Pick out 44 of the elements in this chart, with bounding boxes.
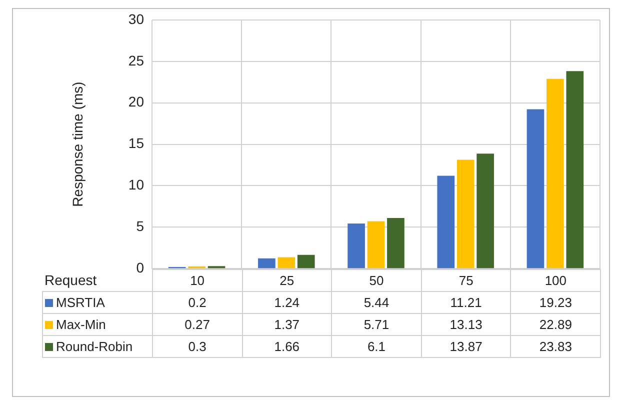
data-label: 11.21 — [421, 291, 511, 314]
legend-label: Round-Robin — [42, 335, 152, 358]
legend-label: MSRTIA — [42, 291, 152, 314]
bar — [278, 257, 296, 268]
bar — [566, 71, 584, 268]
bar — [348, 224, 365, 268]
bar — [297, 254, 315, 268]
bar — [367, 221, 385, 268]
data-label: 5.71 — [332, 313, 422, 336]
x-tick-label: 75 — [421, 269, 511, 292]
y-tick-label: 20 — [128, 94, 144, 110]
bar — [437, 176, 455, 268]
x-axis-title: Request — [44, 272, 97, 288]
x-tick-label: 10 — [152, 269, 242, 292]
data-label: 6.1 — [332, 335, 422, 358]
bar — [387, 218, 404, 268]
bar — [526, 109, 544, 268]
x-tick-label: 100 — [510, 269, 600, 292]
bar — [258, 258, 276, 268]
data-label: 0.3 — [152, 335, 242, 358]
y-tick-label: 0 — [136, 259, 144, 276]
data-label: 19.23 — [510, 291, 600, 314]
x-tick-label: 50 — [332, 269, 422, 292]
data-label: 22.89 — [510, 313, 600, 336]
y-tick-label: 10 — [128, 176, 144, 193]
data-label: 0.27 — [152, 313, 242, 336]
bar — [456, 160, 474, 268]
data-label: 23.83 — [510, 335, 600, 358]
data-label: 1.37 — [242, 313, 332, 336]
data-label: 5.44 — [332, 291, 422, 314]
data-label: 1.24 — [242, 291, 332, 314]
y-axis-title: Response time (ms) — [69, 82, 86, 207]
legend-label: Max-Min — [42, 313, 152, 336]
data-label: 1.66 — [242, 335, 332, 358]
y-tick-label: 30 — [128, 10, 144, 27]
y-tick-label: 15 — [128, 135, 144, 152]
y-tick-label: 5 — [136, 218, 144, 234]
bar — [476, 154, 494, 268]
data-label: 0.2 — [152, 291, 242, 314]
data-label: 13.13 — [421, 313, 511, 336]
data-label: 13.87 — [421, 335, 511, 358]
y-tick-label: 25 — [128, 52, 144, 68]
bar — [546, 78, 564, 268]
x-tick-label: 25 — [242, 269, 332, 292]
